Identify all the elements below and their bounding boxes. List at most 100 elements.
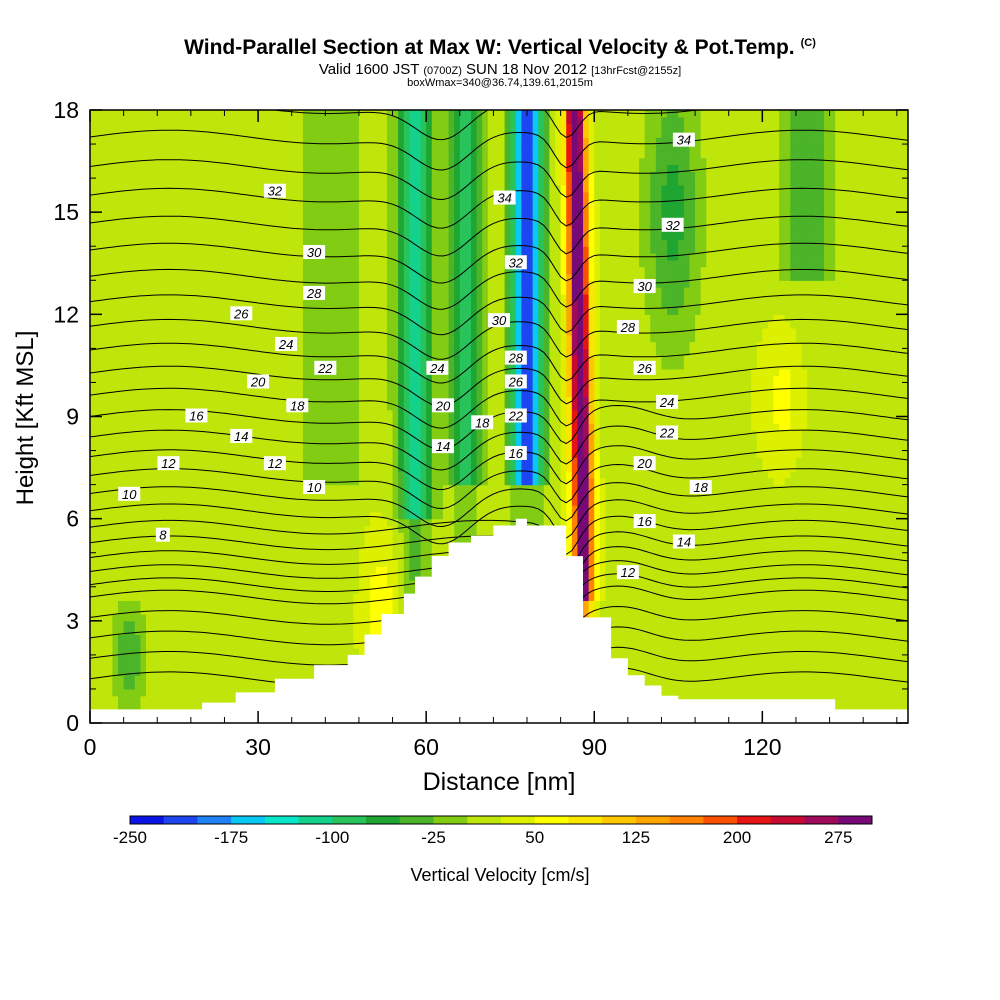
velocity-cell: [123, 191, 130, 200]
velocity-cell: [297, 423, 304, 431]
velocity-cell: [258, 157, 265, 166]
velocity-cell: [381, 552, 388, 561]
velocity-cell: [347, 171, 354, 179]
velocity-cell: [336, 409, 343, 418]
velocity-cell: [246, 532, 254, 540]
velocity-cell: [336, 164, 343, 172]
velocity-cell: [106, 287, 114, 295]
velocity-cell: [202, 620, 209, 629]
velocity-cell: [336, 423, 343, 431]
velocity-cell: [325, 566, 332, 574]
velocity-cell: [224, 464, 231, 472]
velocity-cell: [95, 586, 102, 595]
velocity-cell: [106, 566, 114, 574]
velocity-cell: [258, 450, 265, 458]
velocity-cell: [353, 266, 360, 275]
velocity-cell: [168, 266, 175, 275]
velocity-cell: [330, 300, 338, 309]
velocity-cell: [112, 532, 119, 540]
velocity-cell: [90, 232, 97, 241]
velocity-cell: [314, 382, 321, 390]
velocity-cell: [157, 423, 164, 431]
velocity-cell: [308, 586, 315, 595]
velocity-cell: [308, 491, 315, 499]
velocity-cell: [386, 505, 394, 513]
velocity-cell: [235, 450, 242, 458]
velocity-cell: [224, 144, 231, 152]
velocity-cell: [140, 116, 147, 125]
velocity-cell: [230, 287, 237, 295]
velocity-cell: [185, 218, 192, 227]
velocity-cell: [235, 654, 242, 663]
velocity-cell: [140, 436, 147, 445]
velocity-cell: [129, 464, 136, 472]
velocity-cell: [291, 287, 298, 295]
velocity-cell: [123, 498, 130, 506]
velocity-cell: [375, 130, 382, 138]
velocity-cell: [202, 545, 209, 554]
velocity-cell: [129, 457, 136, 465]
velocity-cell: [90, 505, 97, 513]
velocity-cell: [336, 443, 343, 452]
velocity-cell: [364, 164, 371, 172]
velocity-cell: [95, 614, 102, 622]
velocity-cell: [258, 498, 265, 506]
velocity-cell: [274, 477, 282, 486]
velocity-cell: [319, 614, 326, 622]
velocity-cell: [101, 634, 108, 642]
velocity-cell: [381, 287, 388, 295]
velocity-cell: [157, 178, 164, 186]
velocity-cell: [112, 396, 119, 404]
velocity-cell: [174, 600, 181, 608]
velocity-cell: [336, 654, 343, 663]
velocity-cell: [286, 307, 293, 315]
velocity-cell: [207, 164, 214, 172]
velocity-cell: [235, 157, 242, 166]
velocity-cell: [263, 586, 270, 595]
velocity-cell: [162, 321, 170, 329]
velocity-cell: [258, 661, 265, 670]
velocity-cell: [302, 579, 310, 588]
velocity-cell: [258, 280, 265, 288]
velocity-cell: [90, 375, 97, 384]
velocity-cell: [207, 314, 214, 322]
velocity-cell: [162, 150, 170, 159]
velocity-cell: [342, 327, 349, 336]
velocity-cell: [330, 287, 338, 295]
velocity-cell: [101, 702, 108, 710]
velocity-cell: [118, 225, 125, 234]
velocity-cell: [168, 566, 175, 574]
velocity-cell: [314, 396, 321, 404]
velocity-cell: [302, 545, 310, 554]
velocity-cell: [95, 525, 102, 533]
velocity-cell: [386, 579, 394, 588]
velocity-cell: [230, 178, 237, 186]
velocity-cell: [196, 116, 203, 125]
velocity-cell: [330, 654, 338, 663]
velocity-cell: [330, 171, 338, 179]
velocity-cell: [90, 695, 97, 704]
velocity-cell: [213, 436, 220, 445]
velocity-cell: [106, 443, 114, 452]
velocity-cell: [370, 532, 377, 540]
velocity-cell: [347, 464, 354, 472]
velocity-cell: [213, 518, 220, 527]
velocity-cell: [347, 232, 354, 241]
velocity-cell: [347, 218, 354, 227]
velocity-cell: [230, 362, 237, 370]
velocity-cell: [246, 321, 254, 329]
velocity-cell: [207, 389, 214, 397]
velocity-cell: [106, 593, 114, 601]
velocity-cell: [302, 552, 310, 561]
velocity-cell: [241, 539, 248, 547]
velocity-cell: [314, 157, 321, 166]
velocity-cell: [230, 614, 237, 622]
velocity-cell: [118, 198, 125, 206]
velocity-cell: [252, 321, 259, 329]
velocity-cell: [218, 334, 226, 343]
velocity-cell: [325, 171, 332, 179]
velocity-cell: [336, 648, 343, 656]
velocity-cell: [280, 171, 287, 179]
velocity-cell: [213, 184, 220, 193]
velocity-cell: [375, 321, 382, 329]
